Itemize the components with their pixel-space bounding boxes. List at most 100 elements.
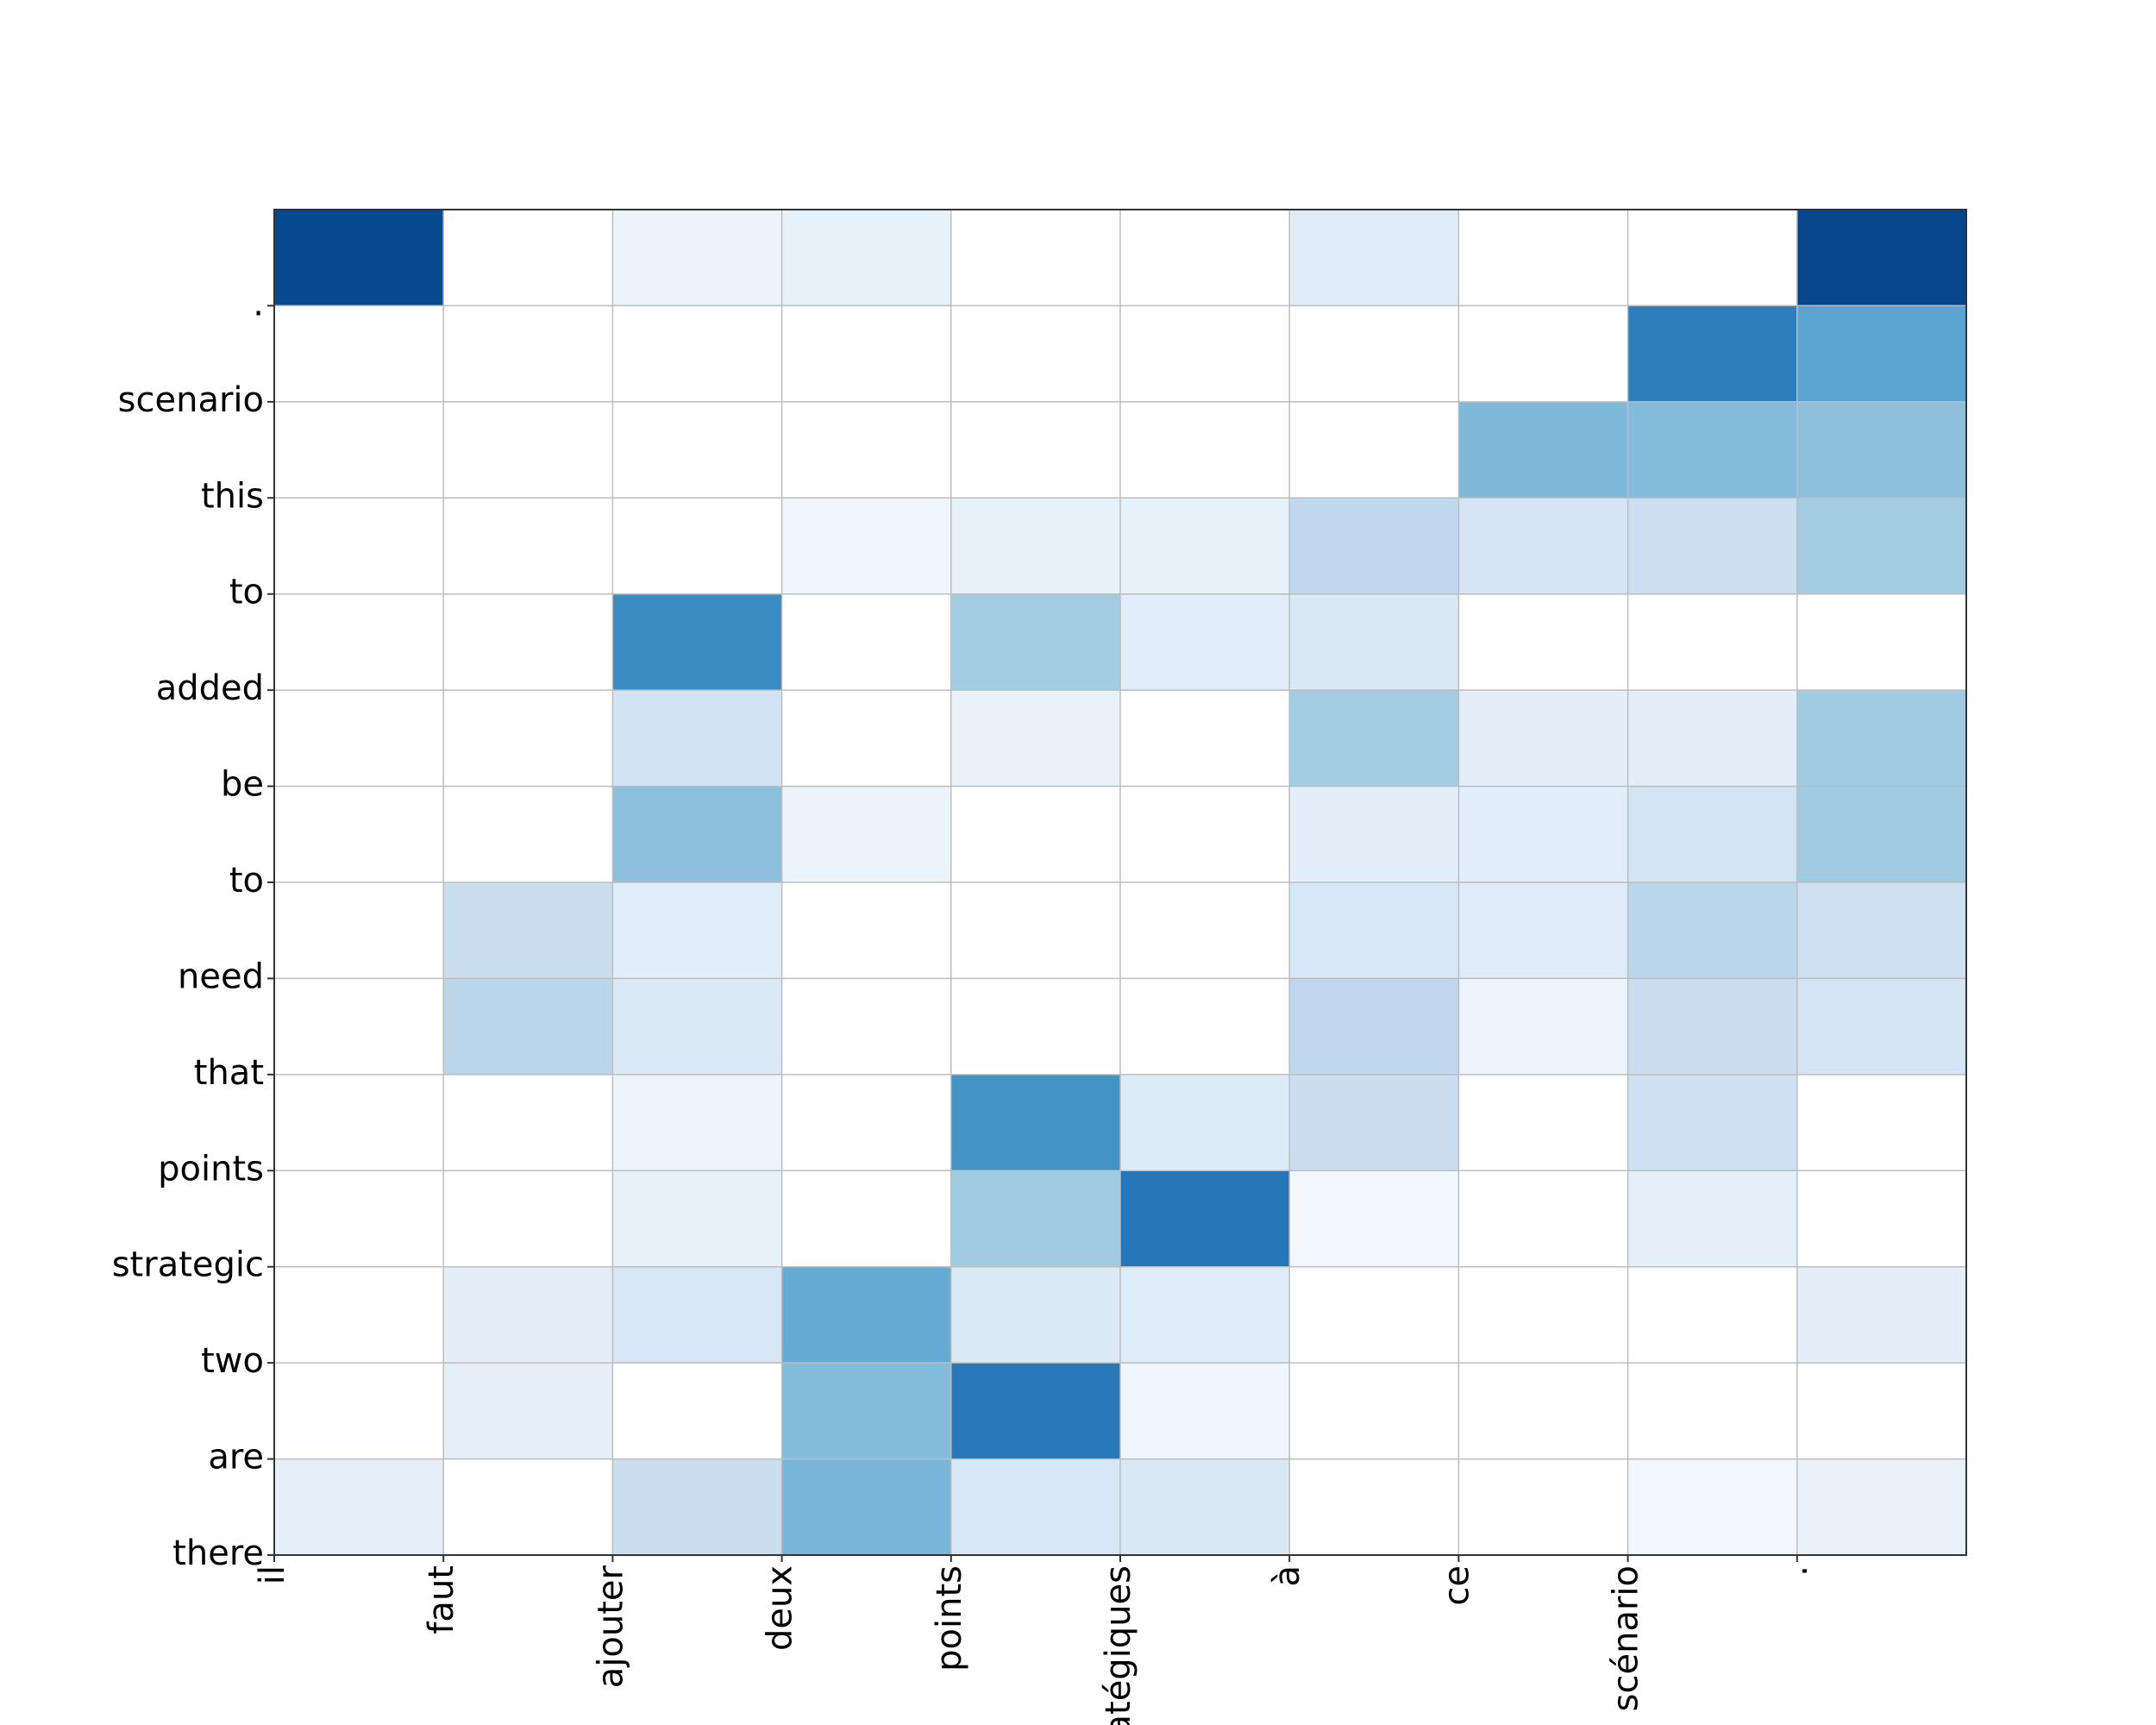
x-tick-label: scénario <box>1607 1565 1646 1711</box>
heatmap-cell <box>1458 210 1629 306</box>
x-axis-ticks: il faut ajouter deux points stratégiques à ce sc… <box>253 1555 1815 1725</box>
heatmap-cell <box>1627 1458 1798 1556</box>
x-tick-label: deux <box>761 1565 800 1651</box>
heatmap-cell <box>1120 1074 1290 1171</box>
heatmap-cell <box>443 1170 613 1268</box>
heatmap-cell <box>274 786 444 883</box>
heatmap-cell <box>950 401 1121 499</box>
y-tick-label: two <box>201 1341 264 1381</box>
heatmap-cell <box>1458 1266 1629 1364</box>
heatmap-cell <box>1796 1458 1967 1556</box>
heatmap-cell <box>1796 401 1967 499</box>
heatmap-cell <box>274 882 444 979</box>
heatmap-grid <box>274 210 1966 1555</box>
heatmap-cell <box>443 1363 613 1460</box>
heatmap-cell <box>612 978 783 1076</box>
heatmap-cell <box>950 1363 1121 1460</box>
heatmap-cell <box>1289 1074 1459 1171</box>
y-tick-label: are <box>208 1438 264 1477</box>
heatmap-cell <box>1120 210 1290 306</box>
heatmap-cell <box>950 498 1121 595</box>
heatmap-cell <box>1289 786 1459 883</box>
heatmap-cell <box>1458 690 1629 787</box>
heatmap-cell <box>1289 1363 1459 1460</box>
x-tick-label: à <box>1268 1565 1307 1587</box>
heatmap-cell <box>1627 1074 1798 1171</box>
heatmap-cell <box>443 690 613 787</box>
heatmap-cell <box>1627 305 1798 403</box>
heatmap-cell <box>612 690 783 787</box>
y-tick-label: that <box>194 1053 264 1093</box>
heatmap-cell <box>1289 305 1459 403</box>
y-tick-label: added <box>156 668 264 708</box>
heatmap-cell <box>1120 1170 1290 1268</box>
heatmap-cell <box>1796 978 1967 1076</box>
heatmap-cell <box>1627 786 1798 883</box>
heatmap-cell <box>1458 1458 1629 1556</box>
heatmap-cell <box>1458 1074 1629 1171</box>
heatmap-cell <box>443 1074 613 1171</box>
heatmap-cell <box>443 498 613 595</box>
heatmap-cell <box>1120 305 1290 403</box>
heatmap-cell <box>274 1266 444 1364</box>
heatmap-cell <box>274 305 444 403</box>
y-tick-label: need <box>178 957 264 996</box>
heatmap-cell <box>1458 1363 1629 1460</box>
y-tick-label: to <box>229 861 264 900</box>
heatmap-cell <box>1796 498 1967 595</box>
heatmap-cell <box>612 305 783 403</box>
heatmap-cell <box>1458 978 1629 1076</box>
heatmap-cell <box>1627 401 1798 499</box>
heatmap-cell <box>781 690 952 787</box>
x-tick-label: points <box>930 1565 969 1672</box>
y-tick-label: . <box>253 284 264 323</box>
heatmap-cell <box>950 1266 1121 1364</box>
heatmap-cell <box>1627 593 1798 691</box>
heatmap-cell <box>1120 1266 1290 1364</box>
heatmap-cell <box>1458 882 1629 979</box>
heatmap-cell <box>1796 882 1967 979</box>
x-tick-label: faut <box>422 1565 461 1634</box>
y-tick-label: be <box>221 765 264 805</box>
heatmap-cell <box>274 1363 444 1460</box>
heatmap-cell <box>1627 210 1798 306</box>
heatmap-cell <box>1120 498 1290 595</box>
heatmap-cell <box>950 1170 1121 1268</box>
heatmap-cell <box>443 593 613 691</box>
heatmap-cell <box>612 210 783 306</box>
heatmap-cell <box>1289 498 1459 595</box>
heatmap-cell <box>274 1458 444 1556</box>
heatmap-cell <box>1796 1170 1967 1268</box>
heatmap-cell <box>950 690 1121 787</box>
heatmap-cell <box>1289 1266 1459 1364</box>
heatmap-cell <box>1796 786 1967 883</box>
heatmap-cell <box>950 593 1121 691</box>
x-tick-label: ajouter <box>591 1565 630 1688</box>
heatmap-cell <box>1458 401 1629 499</box>
heatmap-cell <box>1120 882 1290 979</box>
heatmap-cell <box>274 210 444 306</box>
heatmap-cell <box>612 1170 783 1268</box>
heatmap-cell <box>781 786 952 883</box>
heatmap-cell <box>950 1074 1121 1171</box>
heatmap-cell <box>443 401 613 499</box>
y-tick-label: strategic <box>112 1245 264 1285</box>
heatmap-cell <box>1796 1363 1967 1460</box>
heatmap-cell <box>1627 1266 1798 1364</box>
heatmap-cell <box>612 882 783 979</box>
heatmap-cell <box>1796 210 1967 306</box>
heatmap-cell <box>1120 1458 1290 1556</box>
heatmap-cell <box>612 1266 783 1364</box>
heatmap-cell <box>274 593 444 691</box>
heatmap-cell <box>1458 593 1629 691</box>
heatmap-cell <box>443 786 613 883</box>
heatmap-cell <box>1627 882 1798 979</box>
heatmap-cell <box>1289 690 1459 787</box>
heatmap-cell <box>1289 1458 1459 1556</box>
heatmap-cell <box>1627 978 1798 1076</box>
x-tick-label: il <box>253 1565 292 1584</box>
heatmap-cell <box>950 978 1121 1076</box>
heatmap-cell <box>950 1458 1121 1556</box>
heatmap-cell <box>443 210 613 306</box>
heatmap-cell <box>1796 1074 1967 1171</box>
